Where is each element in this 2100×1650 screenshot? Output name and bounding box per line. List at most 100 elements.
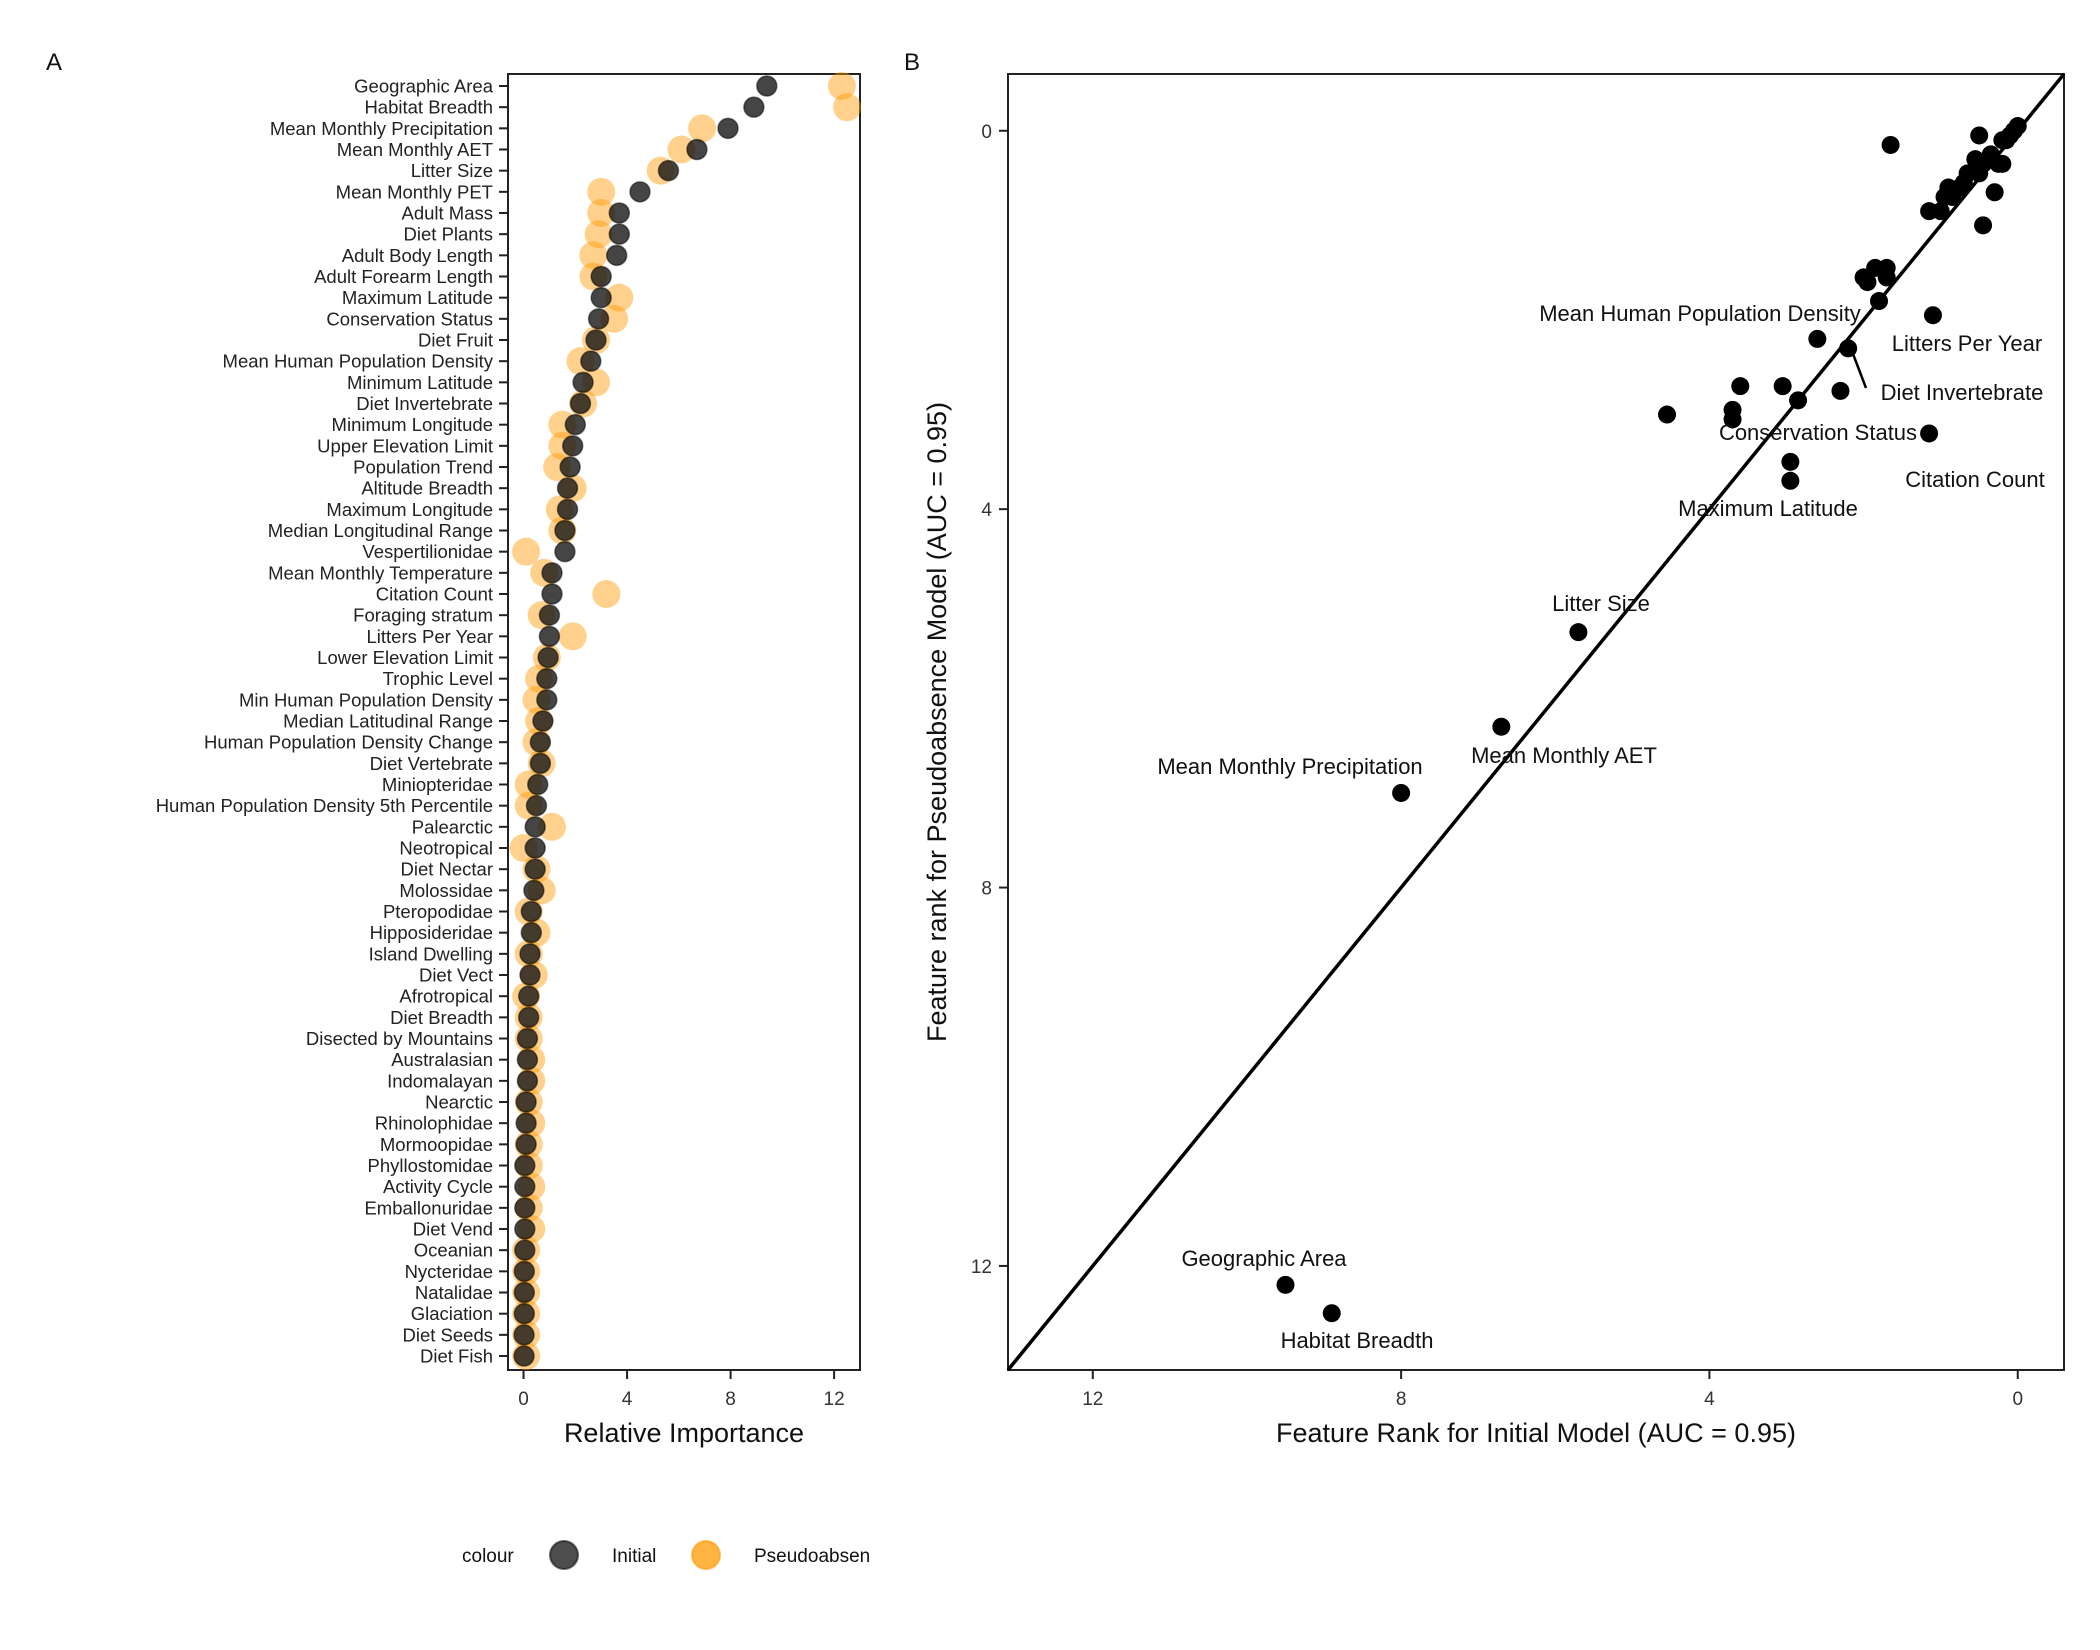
initial-point — [743, 96, 765, 118]
category-label-maximum-latitude: Maximum Latitude — [342, 287, 493, 308]
category-label-citation-count: Citation Count — [376, 584, 493, 605]
category-label-palearctic: Palearctic — [412, 816, 493, 837]
initial-point — [538, 625, 561, 648]
pseudoabsence-point — [584, 220, 613, 249]
panel-b-x-ticks: 12 8 4 0 — [1082, 1370, 2023, 1410]
initial-point — [515, 1133, 537, 1156]
category-label-litters-per-year: Litters Per Year — [367, 626, 494, 647]
panel-b-reference-line — [1006, 72, 2066, 1372]
initial-point — [515, 1112, 537, 1134]
annotation-mean-monthly-aet: Mean Monthly AET — [1471, 743, 1657, 768]
pseudoabsence-point — [558, 622, 587, 651]
rank-point — [1970, 126, 1989, 145]
category-label-human-population-density-5th-percentile: Human Population Density 5th Percentile — [156, 795, 493, 816]
category-label-upper-elevation-limit: Upper Elevation Limit — [317, 435, 493, 456]
category-label-diet-invertebrate: Diet Invertebrate — [356, 393, 493, 414]
category-label-adult-mass: Adult Mass — [401, 203, 493, 224]
rank-point — [1923, 306, 1942, 325]
initial-point — [516, 1048, 539, 1071]
category-label-min-human-population-density: Min Human Population Density — [239, 689, 494, 710]
rank-point — [1831, 381, 1850, 400]
category-label-minimum-latitude: Minimum Latitude — [347, 372, 493, 393]
category-label-diet-seeds: Diet Seeds — [403, 1324, 494, 1345]
initial-point — [605, 244, 628, 267]
category-label-oceanian: Oceanian — [414, 1240, 493, 1261]
rank-point — [1931, 202, 1950, 221]
pseudoabsence-point — [587, 199, 616, 228]
rank-point — [1569, 623, 1588, 642]
initial-point — [532, 710, 554, 732]
x-tick-label: 0 — [2012, 1389, 2023, 1410]
annotation-mean-monthly-precipitation: Mean Monthly Precipitation — [1157, 754, 1422, 779]
category-label-geographic-area: Geographic Area — [354, 76, 494, 97]
category-label-vespertilionidae: Vespertilionidae — [362, 541, 493, 562]
panel-b-label: B — [904, 49, 920, 76]
rank-point — [1974, 216, 1993, 235]
initial-point — [717, 117, 739, 140]
initial-point — [538, 604, 561, 626]
initial-point — [686, 138, 708, 161]
initial-point — [561, 435, 584, 457]
panel-b: B 12 8 4 0 0 4 8 12 Geographic Area Habitat Br… — [904, 49, 2066, 1448]
rank-point — [1881, 135, 1900, 154]
category-label-foraging-stratum: Foraging stratum — [353, 605, 493, 626]
category-label-nycteridae: Nycteridae — [405, 1261, 493, 1282]
annotation-litters-per-year: Litters Per Year — [1892, 331, 2042, 356]
pseudoabsence-point — [827, 72, 856, 100]
rank-point — [1870, 292, 1889, 311]
panel-b-points — [1276, 117, 2027, 1323]
initial-point — [559, 456, 581, 478]
pseudoabsence-point — [587, 177, 616, 206]
initial-point — [554, 519, 576, 542]
initial-point — [517, 1006, 540, 1029]
rank-point — [1993, 154, 2012, 173]
initial-point — [524, 837, 546, 859]
category-label-median-latitudinal-range: Median Latitudinal Range — [283, 711, 493, 732]
category-label-island-dwelling: Island Dwelling — [369, 943, 493, 964]
x-tick-label: 4 — [1704, 1389, 1715, 1410]
y-tick-label: 4 — [981, 500, 992, 521]
initial-point — [554, 540, 576, 563]
category-label-diet-vertebrate: Diet Vertebrate — [370, 753, 493, 774]
category-label-mean-monthly-precipitation: Mean Monthly Precipitation — [270, 118, 493, 139]
category-label-neotropical: Neotropical — [399, 838, 493, 859]
initial-point — [514, 1239, 536, 1261]
panel-a-x-axis-title: Relative Importance — [564, 1418, 804, 1448]
category-label-disected-by-mountains: Disected by Mountains — [306, 1028, 493, 1049]
pseudoabsence-point — [579, 241, 608, 270]
panel-b-plot-area — [1007, 73, 2065, 1371]
panel-b-annotations: Geographic Area Habitat Breadth Mean Mon… — [1157, 301, 2044, 1353]
initial-point — [590, 265, 612, 288]
initial-point — [536, 689, 558, 711]
panel-b-y-ticks: 0 4 8 12 — [971, 122, 1008, 1278]
rank-point — [1781, 452, 1800, 471]
initial-point — [572, 371, 594, 394]
x-tick-label: 8 — [1396, 1389, 1407, 1410]
category-label-diet-vend: Diet Vend — [413, 1219, 493, 1240]
initial-point — [514, 1197, 536, 1219]
legend: colour Initial Pseudoabsen — [462, 1540, 870, 1570]
x-tick-label: 12 — [1082, 1389, 1103, 1410]
annotation-conservation-status: Conservation Status — [1719, 420, 1917, 445]
x-tick-label: 4 — [622, 1389, 633, 1410]
panel-a-x-ticks: 0 4 8 12 — [518, 1370, 845, 1410]
pseudoabsence-point — [605, 283, 634, 312]
rank-point — [2008, 117, 2027, 136]
category-label-diet-fish: Diet Fish — [420, 1346, 493, 1367]
initial-point — [514, 1218, 536, 1240]
category-label-minimum-longitude: Minimum Longitude — [332, 414, 493, 435]
rank-point — [1985, 183, 2004, 202]
pseudoabsence-point — [667, 135, 696, 164]
rank-point — [1492, 717, 1511, 736]
panel-a-initial-points — [513, 75, 778, 1367]
category-label-mormoopidae: Mormoopidae — [380, 1134, 493, 1155]
initial-point — [569, 392, 592, 415]
initial-point — [517, 985, 540, 1007]
initial-point — [513, 1345, 535, 1367]
initial-point — [529, 731, 552, 753]
annotation-diet-invertebrate: Diet Invertebrate — [1881, 380, 2044, 405]
initial-point — [514, 1175, 536, 1198]
initial-point — [513, 1281, 536, 1304]
